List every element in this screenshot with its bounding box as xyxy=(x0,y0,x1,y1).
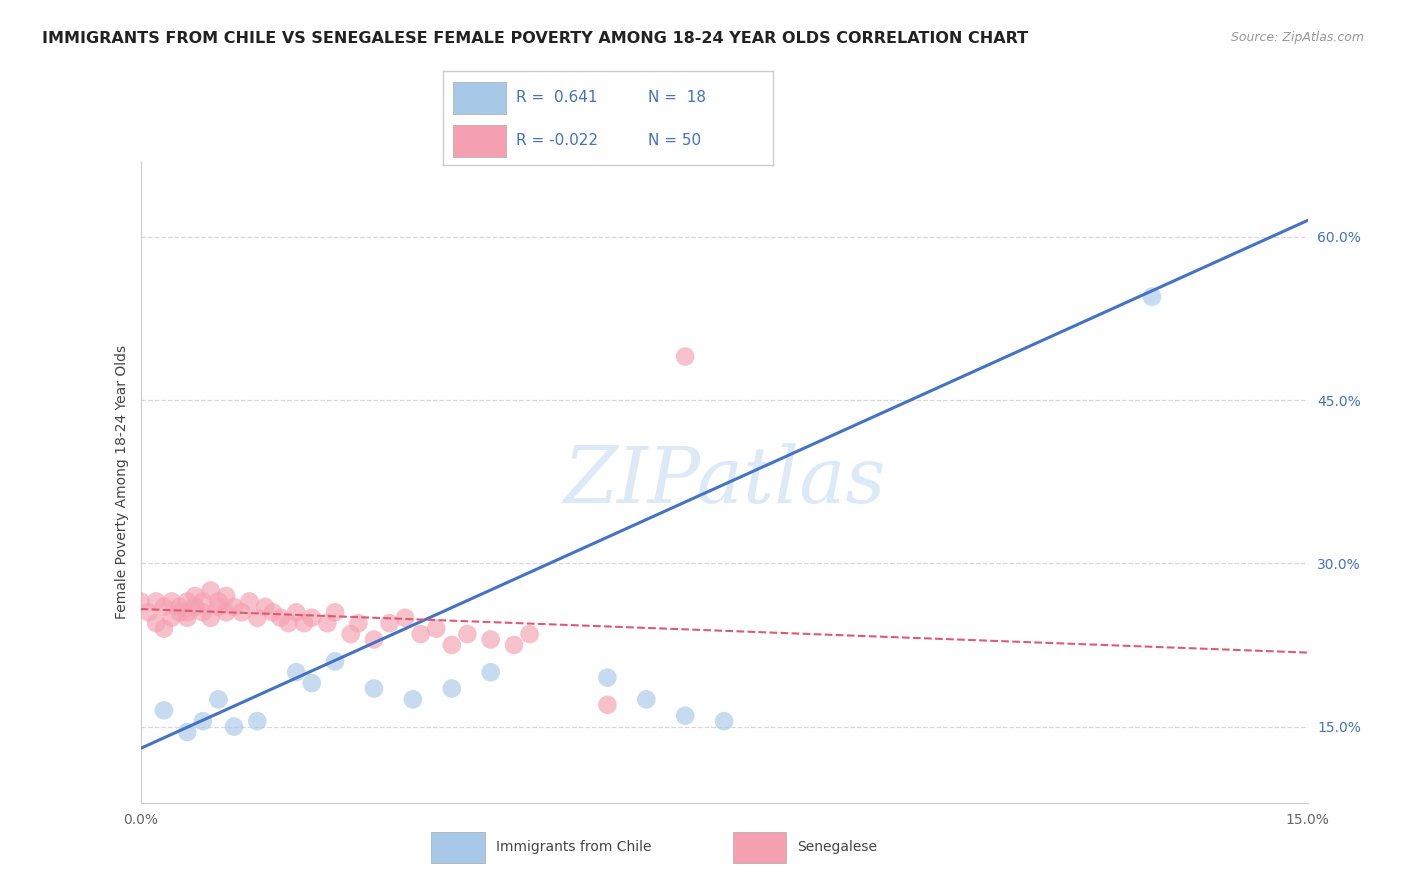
Point xyxy=(285,665,308,680)
Point xyxy=(160,611,183,625)
Point xyxy=(596,671,619,685)
Point xyxy=(394,611,416,625)
Point xyxy=(176,611,198,625)
Point xyxy=(596,698,619,712)
Point xyxy=(191,605,214,619)
Point xyxy=(246,611,269,625)
Point xyxy=(215,589,238,603)
Point xyxy=(323,605,346,619)
Point xyxy=(285,605,308,619)
Point xyxy=(636,692,658,706)
Point xyxy=(176,725,198,739)
Point xyxy=(222,720,245,734)
Bar xyxy=(733,831,786,863)
Point xyxy=(673,708,696,723)
Point xyxy=(215,605,238,619)
Point xyxy=(138,605,160,619)
Text: Senegalese: Senegalese xyxy=(797,840,877,855)
Point xyxy=(254,599,277,614)
Point xyxy=(176,605,198,619)
FancyBboxPatch shape xyxy=(453,82,506,113)
Point xyxy=(184,599,207,614)
Y-axis label: Female Poverty Among 18-24 Year Olds: Female Poverty Among 18-24 Year Olds xyxy=(115,344,129,619)
Point xyxy=(1140,290,1163,304)
Point xyxy=(153,703,176,717)
Point xyxy=(347,616,370,631)
Point xyxy=(713,714,735,728)
Point xyxy=(519,627,541,641)
Point xyxy=(323,654,346,668)
Point xyxy=(191,714,214,728)
Point xyxy=(363,632,385,647)
Point xyxy=(440,681,463,696)
Text: ZIPatlas: ZIPatlas xyxy=(562,443,886,520)
Text: Immigrants from Chile: Immigrants from Chile xyxy=(496,840,652,855)
Point xyxy=(153,622,176,636)
Point xyxy=(207,599,229,614)
Point xyxy=(301,676,323,690)
Point xyxy=(207,594,229,608)
Point xyxy=(479,665,502,680)
Point xyxy=(363,681,385,696)
Point xyxy=(316,616,339,631)
Point xyxy=(129,594,152,608)
Point xyxy=(145,616,167,631)
Point xyxy=(409,627,432,641)
Point xyxy=(222,599,245,614)
Point xyxy=(262,605,284,619)
Point xyxy=(176,594,198,608)
Point xyxy=(277,616,299,631)
Point xyxy=(440,638,463,652)
Point xyxy=(200,583,222,598)
Point xyxy=(238,594,260,608)
Point xyxy=(673,350,696,364)
Point xyxy=(160,594,183,608)
Text: R =  0.641: R = 0.641 xyxy=(516,90,598,105)
Point xyxy=(479,632,502,647)
Point xyxy=(153,599,176,614)
Point xyxy=(301,611,323,625)
Text: R = -0.022: R = -0.022 xyxy=(516,133,598,148)
Point xyxy=(169,605,191,619)
Point xyxy=(503,638,526,652)
Point xyxy=(425,622,447,636)
FancyBboxPatch shape xyxy=(453,125,506,157)
Point xyxy=(169,599,191,614)
Bar xyxy=(432,831,485,863)
Point xyxy=(339,627,361,641)
Point xyxy=(292,616,315,631)
Text: N =  18: N = 18 xyxy=(648,90,706,105)
Point xyxy=(200,611,222,625)
Text: N = 50: N = 50 xyxy=(648,133,700,148)
Point xyxy=(207,692,229,706)
Point xyxy=(270,611,292,625)
Text: Source: ZipAtlas.com: Source: ZipAtlas.com xyxy=(1230,31,1364,45)
Point xyxy=(378,616,401,631)
Text: IMMIGRANTS FROM CHILE VS SENEGALESE FEMALE POVERTY AMONG 18-24 YEAR OLDS CORRELA: IMMIGRANTS FROM CHILE VS SENEGALESE FEMA… xyxy=(42,31,1028,46)
Point xyxy=(402,692,425,706)
Point xyxy=(456,627,478,641)
Point xyxy=(191,594,214,608)
Point xyxy=(145,594,167,608)
Point xyxy=(184,589,207,603)
Point xyxy=(246,714,269,728)
Point xyxy=(231,605,253,619)
